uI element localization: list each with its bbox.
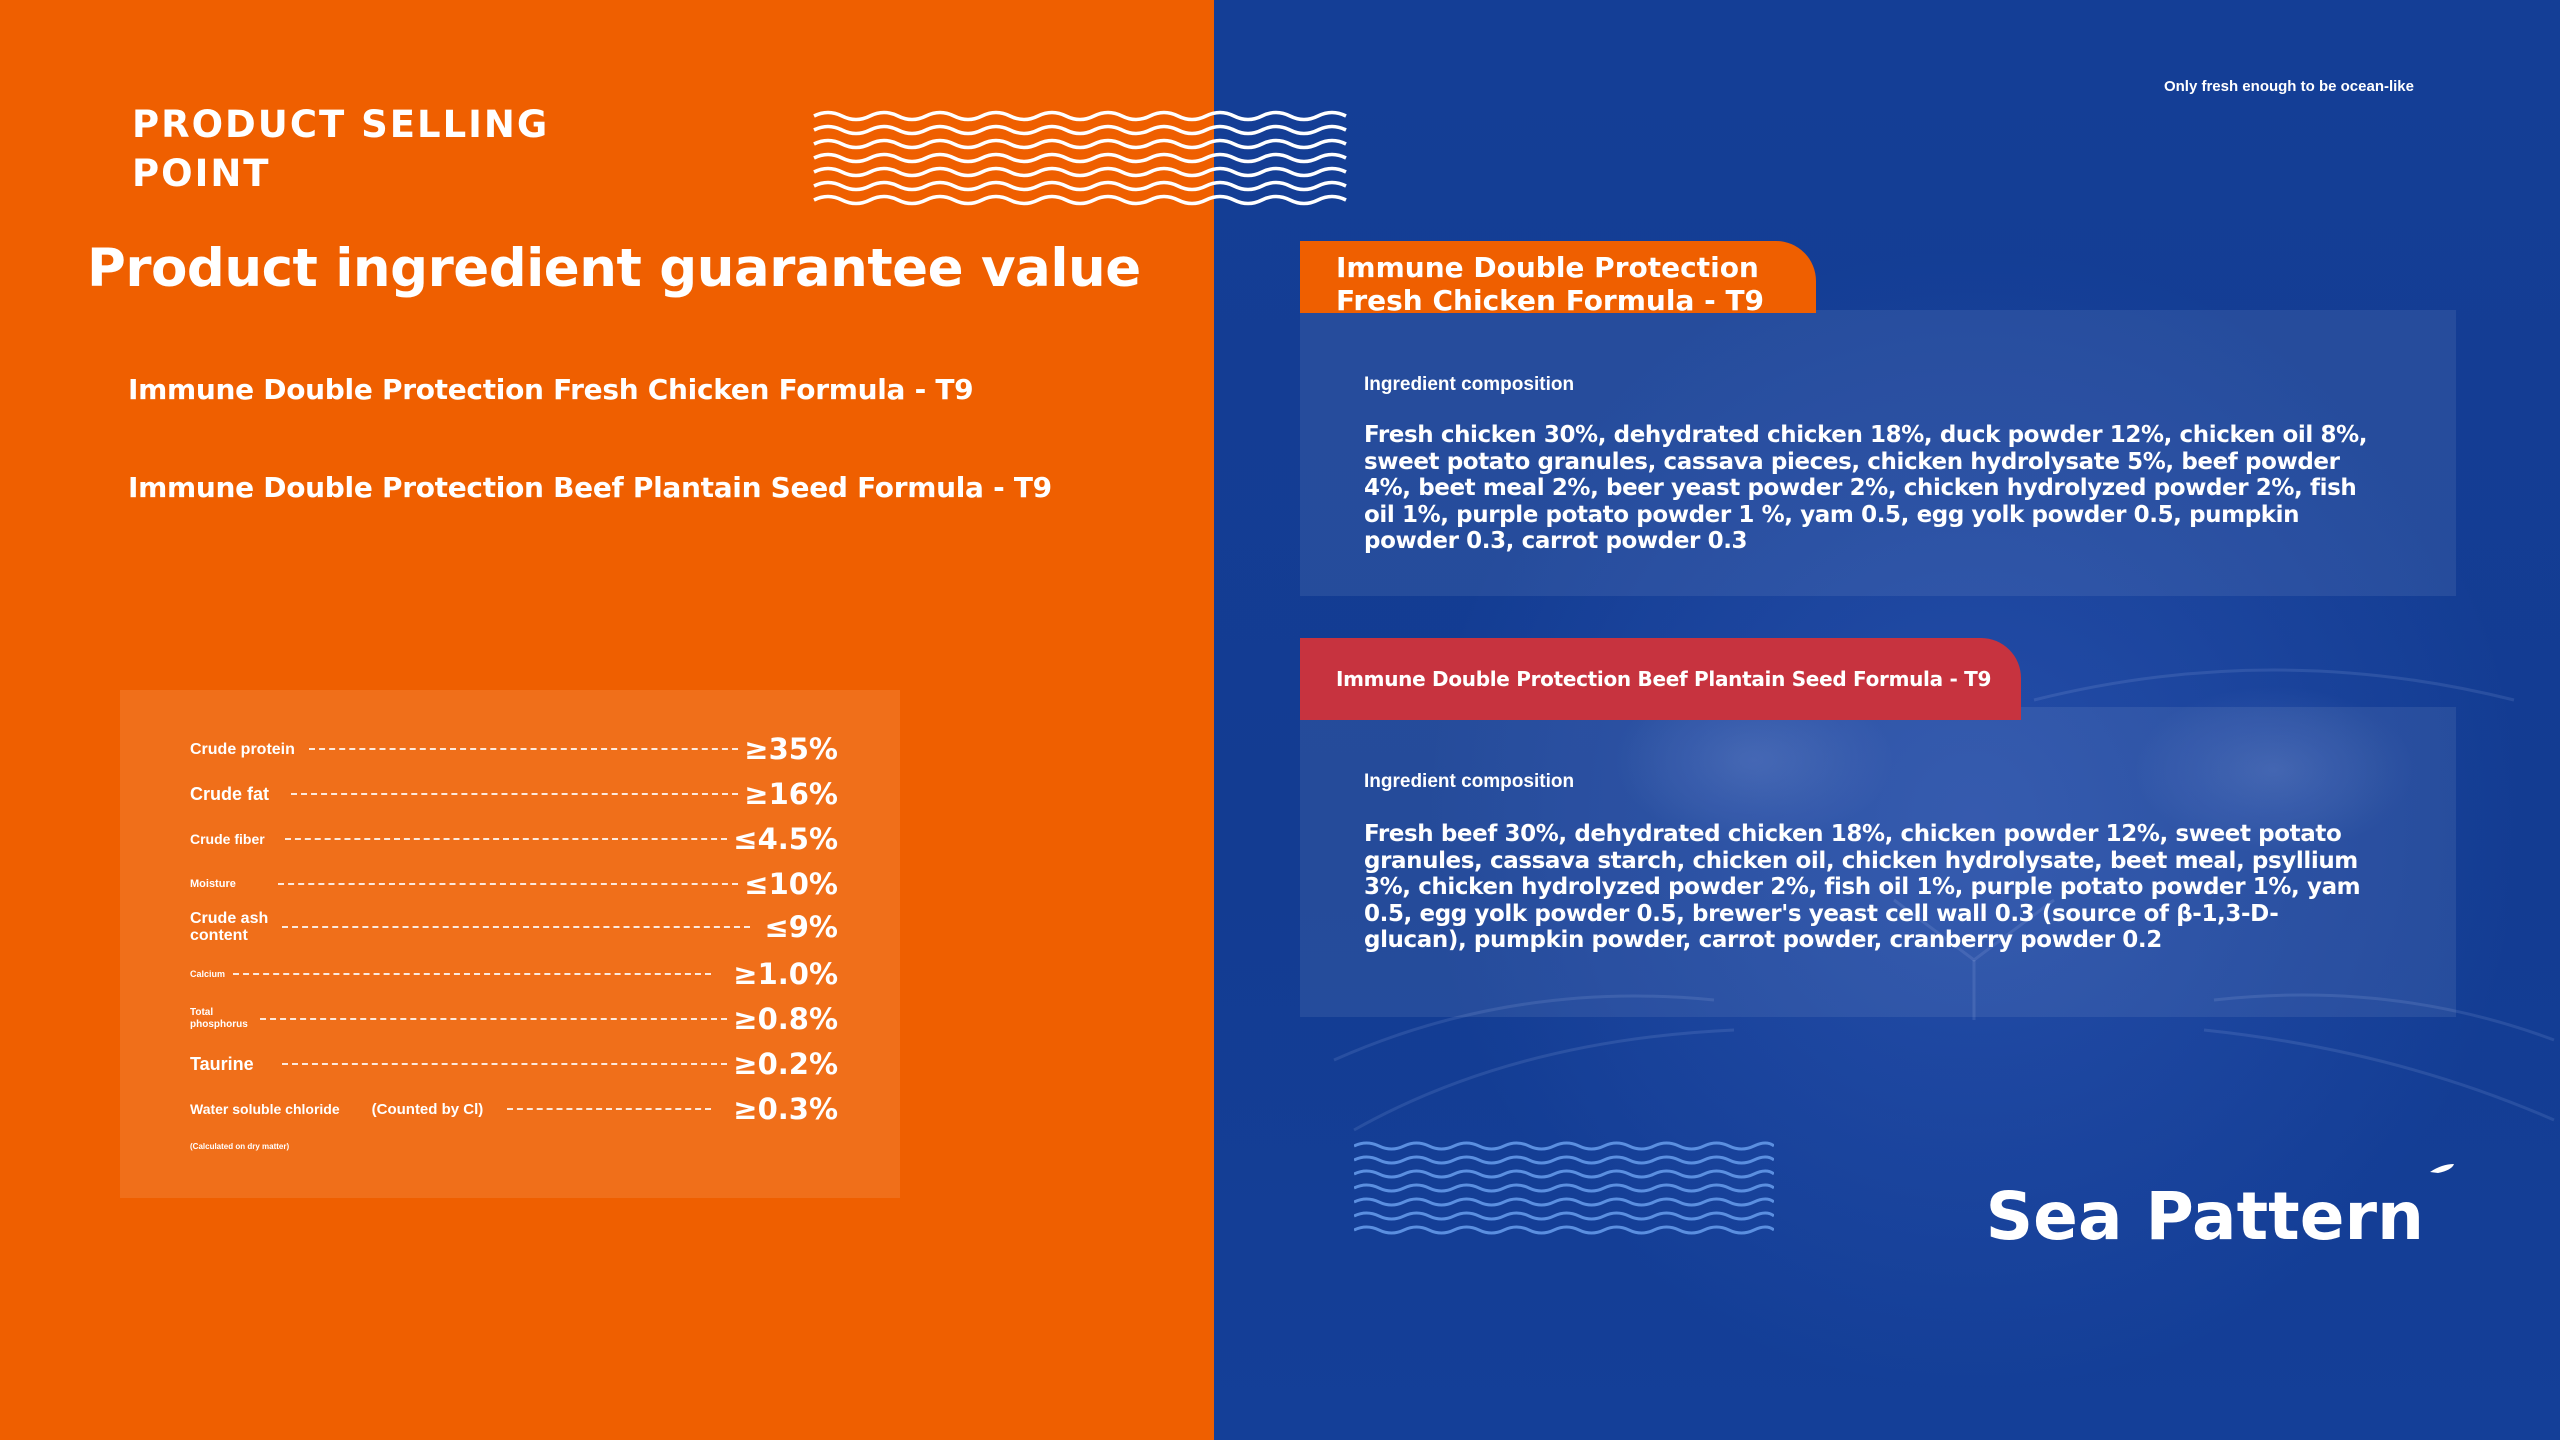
guarantee-label: Crude protein <box>190 740 295 758</box>
ingredient-card-beef: Ingredient composition Fresh beef 30%, d… <box>1300 707 2456 1017</box>
guarantee-label: Crude ash content <box>190 910 269 944</box>
guarantee-row-calcium: Calcium ≥1.0% <box>190 957 838 991</box>
guarantee-label: Moisture <box>190 877 236 890</box>
dashed-leader <box>277 883 739 885</box>
guarantee-value: ≥0.8% <box>733 1002 838 1036</box>
wave-pattern-light-blue <box>1354 1141 1774 1235</box>
guarantee-extra: (Counted by Cl) <box>371 1100 484 1118</box>
dashed-leader <box>308 748 739 750</box>
ingredient-card-chicken: Ingredient composition Fresh chicken 30%… <box>1300 310 2456 596</box>
page-title: Product ingredient guarantee value <box>87 238 1141 299</box>
guarantee-label: Crude fat <box>190 784 270 804</box>
guarantee-row-crude-fiber: Crude fiber ≤4.5% <box>190 822 838 856</box>
guarantee-row-water-soluble-chloride: Water soluble chloride (Counted by Cl) ≥… <box>190 1092 838 1126</box>
guarantee-row-taurine: Taurine ≥0.2% <box>190 1047 838 1081</box>
section-title: PRODUCT SELLING POINT <box>132 100 549 198</box>
brand-flourish-icon <box>2430 1164 2454 1173</box>
guarantee-value: ≥35% <box>744 732 838 766</box>
section-title-line-1: PRODUCT SELLING <box>132 103 550 146</box>
ingredient-label: Ingredient composition <box>1364 374 1575 395</box>
wave-pattern-white <box>813 110 1347 206</box>
ingredient-label: Ingredient composition <box>1364 771 1575 792</box>
guarantee-value: ≤10% <box>744 867 838 901</box>
guarantee-value: ≤4.5% <box>733 822 838 856</box>
guarantee-value: ≤9% <box>764 910 838 944</box>
formula-item-beef: Immune Double Protection Beef Plantain S… <box>128 471 1052 504</box>
guarantee-label: Crude fiber <box>190 830 265 847</box>
dry-matter-note: (Calculated on dry matter) <box>190 1142 290 1151</box>
dashed-leader <box>233 973 712 975</box>
guarantee-panel: Crude protein ≥35% Crude fat ≥16% Crude … <box>120 690 900 1198</box>
tab-beef-formula: Immune Double Protection Beef Plantain S… <box>1300 638 2022 720</box>
dashed-leader <box>507 1108 712 1110</box>
guarantee-label: Total phosphorus <box>190 1007 248 1030</box>
guarantee-row-crude-protein: Crude protein ≥35% <box>190 732 838 766</box>
guarantee-value: ≥0.3% <box>733 1092 838 1126</box>
guarantee-label: Taurine <box>190 1054 254 1074</box>
dashed-leader <box>260 1018 728 1020</box>
guarantee-row-moisture: Moisture ≤10% <box>190 867 838 901</box>
ingredient-text: Fresh chicken 30%, dehydrated chicken 18… <box>1364 422 2368 554</box>
guarantee-value: ≥16% <box>744 777 838 811</box>
dashed-leader <box>284 838 728 840</box>
tab-chicken-formula: Immune Double Protection Fresh Chicken F… <box>1300 241 1816 317</box>
brand-name: Sea Pattern <box>1985 1178 2424 1255</box>
guarantee-value: ≥1.0% <box>733 957 838 991</box>
guarantee-label: Calcium <box>190 968 226 979</box>
guarantee-label: Water soluble chloride <box>190 1100 340 1117</box>
dashed-leader <box>281 1063 728 1065</box>
guarantee-value: ≥0.2% <box>733 1047 838 1081</box>
right-panel: Only fresh enough to be ocean-like Ingre… <box>1214 0 2560 1440</box>
slogan: Only fresh enough to be ocean-like <box>2163 78 2414 95</box>
ingredient-text: Fresh beef 30%, dehydrated chicken 18%, … <box>1364 821 2361 953</box>
guarantee-row-crude-ash: Crude ash content ≤9% <box>190 910 838 944</box>
guarantee-row-total-phosphorus: Total phosphorus ≥0.8% <box>190 1002 838 1036</box>
guarantee-row-crude-fat: Crude fat ≥16% <box>190 777 838 811</box>
dashed-leader <box>291 793 739 795</box>
formula-item-chicken: Immune Double Protection Fresh Chicken F… <box>128 373 974 406</box>
left-panel: PRODUCT SELLING POINT Product ingredient… <box>0 0 1214 1440</box>
section-title-line-2: POINT <box>132 152 271 195</box>
dashed-leader <box>282 926 751 928</box>
